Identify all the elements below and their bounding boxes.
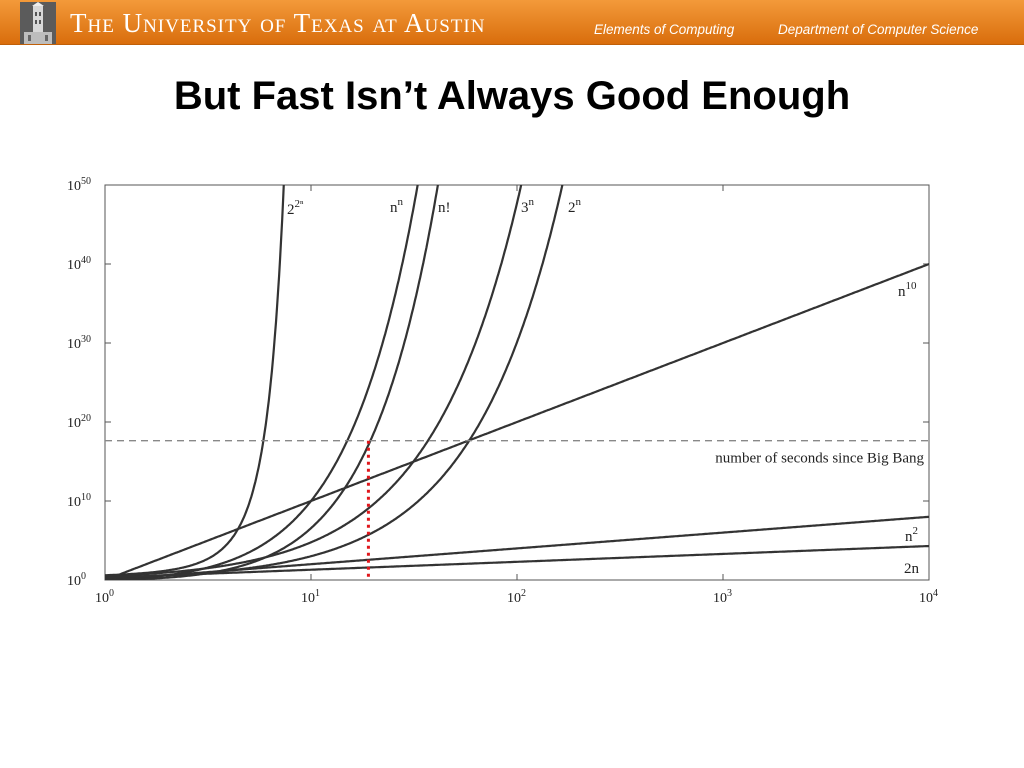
slide-title: But Fast Isn’t Always Good Enough: [173, 74, 851, 118]
x-tick-label: 102: [507, 588, 526, 606]
series-label-two_n: 2n: [904, 561, 920, 577]
y-tick-label: 1030: [67, 334, 91, 352]
y-tick-label: 1040: [67, 255, 91, 273]
reference-line-group: number of seconds since Big Bang: [105, 440, 929, 580]
series-line-n_pow_10: [105, 262, 929, 580]
plot-area: [104, 184, 930, 581]
series-line-two_n: [105, 544, 929, 579]
course-name: Elements of Computing: [594, 22, 735, 37]
university-name: The University of Texas at Austin: [70, 8, 486, 38]
series-line-three_pow_n: [105, 185, 523, 578]
series-label-two_pow_n: 2n: [568, 196, 582, 216]
ut-tower-icon: [20, 2, 56, 44]
series-label-double_exp: 22ⁿ: [287, 198, 304, 218]
x-tick-label: 103: [713, 588, 732, 606]
y-tick-label: 1010: [67, 492, 91, 510]
series-label-three_pow_n: 3n: [521, 196, 535, 216]
x-tick-label: 104: [919, 588, 938, 606]
big-bang-label: number of seconds since Big Bang: [715, 451, 924, 467]
y-tick-label: 100: [67, 571, 86, 589]
y-tick-label: 1050: [67, 176, 91, 194]
axis-ticks: 100 101 102 103 104 100 1010 1020 1030 1040 1050: [67, 176, 938, 606]
series-label-n_pow_n: nn: [390, 196, 404, 216]
series-label-n_squared: n2: [905, 525, 918, 545]
x-tick-label: 100: [95, 588, 114, 606]
y-tick-label: 1020: [67, 413, 91, 431]
series-line-two_pow_n: [105, 185, 564, 579]
series-label-n_pow_10: n10: [898, 280, 917, 300]
series-line-double_exp: [105, 185, 285, 577]
series-line-n_squared: [105, 515, 929, 580]
series-label-factorial: n!: [438, 200, 451, 216]
department-name: Department of Computer Science: [778, 22, 979, 37]
header-banner: The University of Texas at Austin Elemen…: [0, 0, 1024, 45]
series-group: 22ⁿ nn n! 3n 2n n10 n2 2n: [105, 185, 929, 580]
series-line-factorial: [105, 185, 439, 580]
x-tick-label: 101: [301, 588, 320, 606]
